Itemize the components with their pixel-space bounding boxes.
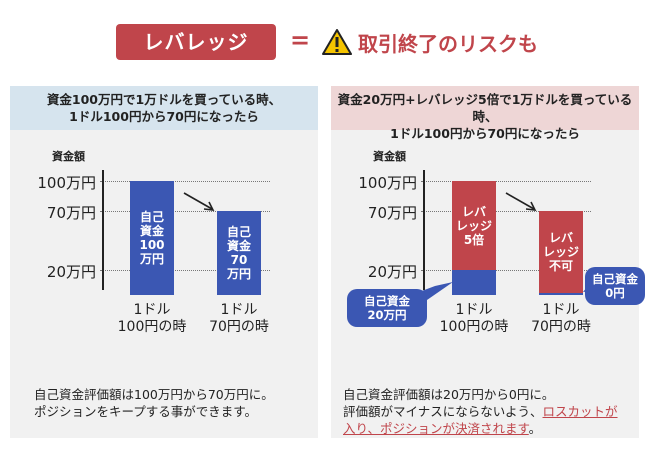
warning-triangle-icon <box>322 29 352 55</box>
right-bubble-20-line2: 20万円 <box>367 308 407 322</box>
right-axis-title: 資金額 <box>373 150 406 163</box>
right-tick-20: 20万円 <box>367 263 417 281</box>
right-xlabel-100-line2: 100円の時 <box>439 319 509 335</box>
right-bar-leverage-5x: レバ レッジ 5倍 <box>452 181 496 270</box>
left-xlabel-100: 1ドル 100円の時 <box>102 302 202 336</box>
left-bar-100: 自己 資金 100 万円 <box>130 181 174 295</box>
left-y-axis <box>102 170 104 290</box>
equals-sign: = <box>290 26 311 54</box>
right-panel: 資金20万円+レバレッジ5倍で1万ドルを買っている時、 1ドル100円から70円… <box>331 86 645 438</box>
left-down-arrow-icon <box>183 192 215 211</box>
left-bar-70-label: 自己 資金 70 万円 <box>226 225 251 281</box>
left-xlabel-100-line1: 1ドル <box>133 302 171 318</box>
right-note-line1: 自己資金評価額は20万円から0円に。 <box>343 387 555 402</box>
right-bubble-0-line2: 0円 <box>605 286 625 300</box>
right-gridline-100 <box>421 181 591 182</box>
left-xlabel-100-line2: 100円の時 <box>117 319 187 335</box>
risk-text: 取引終了のリスクも <box>358 32 538 56</box>
left-tick-70: 70万円 <box>46 204 96 222</box>
right-xlabel-100: 1ドル 100円の時 <box>424 302 524 336</box>
right-bubble-0-line1: 自己資金 <box>592 272 638 286</box>
left-bar-100-label: 自己 資金 100 万円 <box>139 210 165 266</box>
right-gridline-20 <box>421 270 591 271</box>
right-panel-heading: 資金20万円+レバレッジ5倍で1万ドルを買っている時、 1ドル100円から70円… <box>331 86 639 141</box>
right-xlabel-70-line2: 70円の時 <box>531 319 591 335</box>
left-tick-20: 20万円 <box>46 263 96 281</box>
right-note-losscut-highlight: ロスカットが <box>542 404 618 419</box>
right-bar-own-funds-0 <box>539 293 583 295</box>
right-note-line3-period: 。 <box>528 421 542 436</box>
left-heading-line2: 1ドル100円から70円になったら <box>69 109 259 124</box>
left-panel: 資金100万円で1万ドルを買っている時、 1ドル100円から70円になったら 資… <box>10 86 318 438</box>
left-note-line2: ポジションをキープする事ができます。 <box>34 404 258 419</box>
left-xlabel-70-line2: 70円の時 <box>209 319 269 335</box>
right-bar-leverage-5x-label: レバ レッジ 5倍 <box>455 204 492 247</box>
right-gridline-70 <box>421 211 591 212</box>
left-note: 自己資金評価額は100万円から70万円に。 ポジションをキープする事ができます。 <box>34 386 274 420</box>
title-row: レバレッジ = 取引終了のリスクも <box>0 22 650 62</box>
right-bar-own-funds-20 <box>452 270 496 295</box>
right-heading-line1: 資金20万円+レバレッジ5倍で1万ドルを買っている時、 <box>337 92 633 124</box>
right-tick-70: 70万円 <box>367 204 417 222</box>
right-note: 自己資金評価額は20万円から0円に。 評価額がマイナスにならないよう、ロスカット… <box>343 386 618 437</box>
right-bubble-20-line1: 自己資金 <box>364 294 410 308</box>
right-xlabel-70: 1ドル 70円の時 <box>511 302 611 336</box>
right-note-line3: 入り、ポジションが決済されます。 <box>343 420 618 437</box>
left-note-line1: 自己資金評価額は100万円から70万円に。 <box>34 387 274 402</box>
right-tick-100: 100万円 <box>358 174 417 192</box>
right-bar-leverage-disabled: レバ レッジ 不可 <box>539 211 583 293</box>
left-bar-70: 自己 資金 70 万円 <box>217 211 261 295</box>
left-tick-100: 100万円 <box>37 174 96 192</box>
left-gridline-70 <box>100 211 270 212</box>
left-gridline-20 <box>100 270 270 271</box>
left-axis-title: 資金額 <box>52 150 85 163</box>
right-bar-leverage-disabled-label: レバ レッジ 不可 <box>542 231 579 273</box>
leverage-badge: レバレッジ <box>116 24 276 60</box>
right-heading-line2: 1ドル100円から70円になったら <box>390 126 580 141</box>
right-xlabel-100-line1: 1ドル <box>455 302 493 318</box>
right-bubble-own-funds-20: 自己資金 20万円 <box>347 289 427 327</box>
left-heading-line1: 資金100万円で1万ドルを買っている時、 <box>46 92 282 107</box>
right-xlabel-70-line1: 1ドル <box>542 302 580 318</box>
right-note-settlement-highlight: 入り、ポジションが決済されます <box>343 421 529 436</box>
right-note-line2: 評価額がマイナスにならないよう、ロスカットが <box>343 403 618 420</box>
right-bubble-own-funds-0: 自己資金 0円 <box>585 267 645 305</box>
right-y-axis <box>423 170 425 290</box>
left-gridline-100 <box>100 181 270 182</box>
right-down-arrow-icon <box>505 192 537 211</box>
left-panel-heading: 資金100万円で1万ドルを買っている時、 1ドル100円から70円になったら <box>10 86 318 130</box>
left-xlabel-70: 1ドル 70円の時 <box>189 302 289 336</box>
left-xlabel-70-line1: 1ドル <box>220 302 258 318</box>
right-note-line2a: 評価額がマイナスにならないよう、 <box>343 404 543 419</box>
